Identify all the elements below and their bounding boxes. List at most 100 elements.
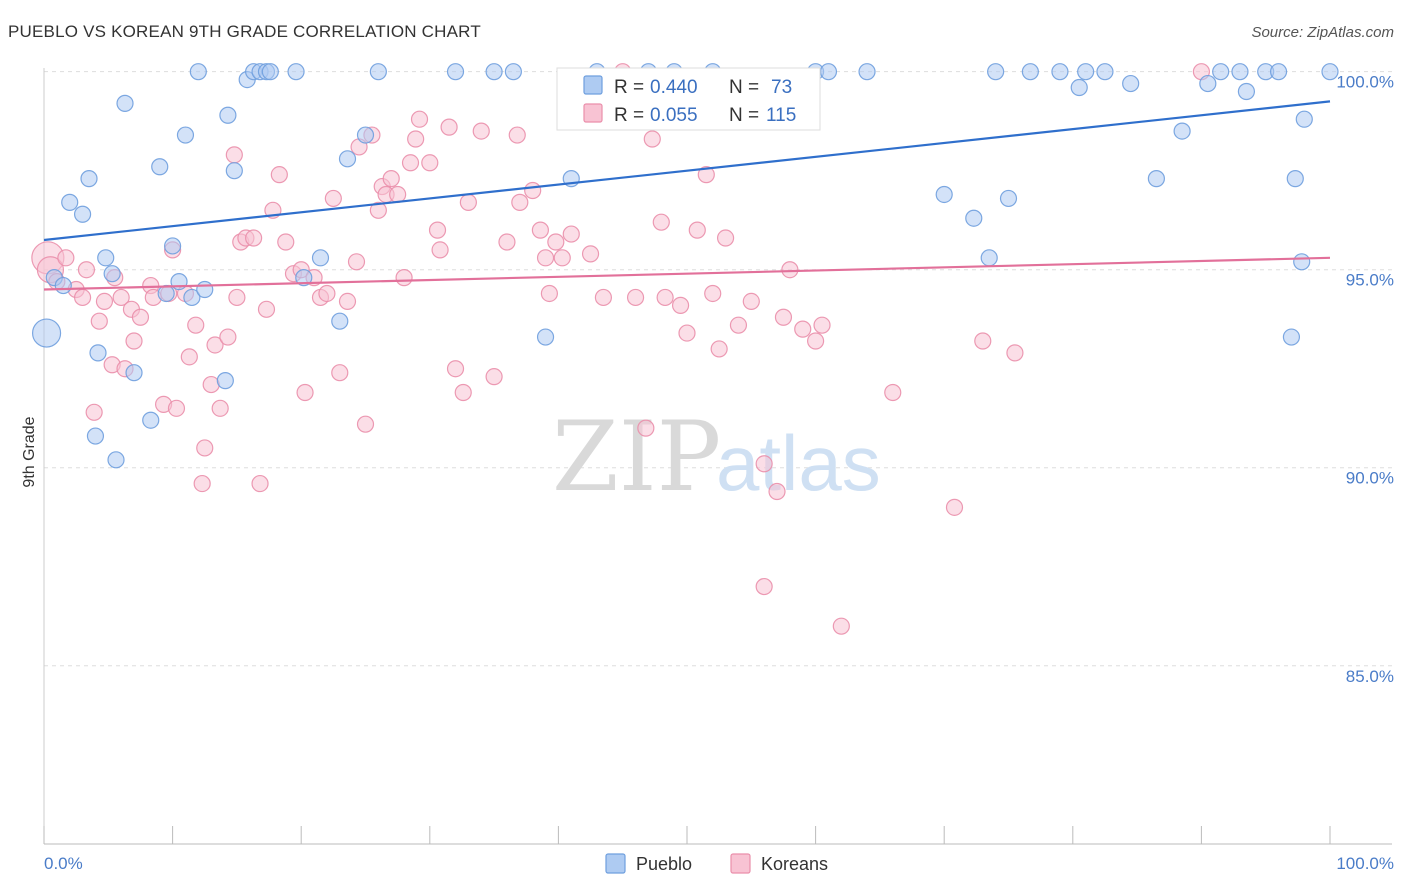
- koreans-point: [401, 154, 420, 172]
- koreans-point: [974, 332, 992, 350]
- pueblo-point: [1282, 328, 1301, 346]
- koreans-trend-line: [43, 256, 1331, 291]
- pueblo-point: [287, 63, 305, 81]
- koreans-point: [697, 166, 715, 184]
- koreans-point: [180, 348, 198, 366]
- koreans-point: [431, 241, 449, 259]
- koreans-point: [511, 193, 529, 211]
- koreans-point: [277, 233, 295, 251]
- koreans-point: [225, 146, 243, 164]
- koreans-point: [742, 292, 760, 310]
- koreans-point: [57, 249, 75, 267]
- koreans-point: [440, 118, 458, 136]
- koreans-point: [710, 340, 728, 358]
- koreans-point: [90, 312, 108, 330]
- koreans-point: [704, 284, 722, 303]
- pueblo-point: [1122, 74, 1140, 93]
- koreans-point: [206, 336, 224, 354]
- pueblo-point: [935, 185, 953, 204]
- pueblo-point: [356, 126, 375, 144]
- koreans-point: [459, 193, 477, 211]
- koreans-point: [884, 383, 902, 402]
- pueblo-point: [980, 249, 998, 267]
- pueblo-point: [1286, 170, 1304, 188]
- koreans-point: [768, 482, 786, 501]
- pueblo-point: [31, 318, 62, 348]
- source-label: Source: ZipAtlas.com: [1251, 24, 1394, 41]
- koreans-point: [324, 189, 342, 208]
- koreans-point: [781, 261, 799, 279]
- koreans-point: [656, 288, 674, 307]
- koreans-point: [331, 364, 349, 382]
- koreans-point: [652, 213, 670, 231]
- pueblo-trend-line: [43, 100, 1331, 242]
- koreans-point: [219, 328, 237, 346]
- koreans-point: [347, 253, 366, 271]
- koreans-point: [112, 288, 130, 307]
- pueblo-point: [485, 63, 503, 81]
- koreans-point: [794, 320, 812, 338]
- watermark: ZIP atlas: [552, 401, 881, 513]
- koreans-point: [338, 292, 357, 310]
- koreans-point: [270, 166, 288, 184]
- pueblo-point: [86, 427, 105, 445]
- bottom-legend-swatch-koreans: [730, 853, 751, 874]
- pueblo-point: [999, 189, 1018, 208]
- bottom-legend: Pueblo Koreans: [605, 853, 828, 874]
- legend-n-value-koreans: 115: [766, 105, 796, 126]
- koreans-point: [678, 324, 696, 342]
- koreans-point: [716, 229, 735, 247]
- pueblo-point: [1173, 122, 1191, 140]
- koreans-point: [524, 181, 542, 200]
- koreans-point: [688, 221, 706, 239]
- grid-lines: [44, 71, 1392, 667]
- pueblo-point: [164, 237, 182, 255]
- pueblo-point: [225, 162, 243, 180]
- koreans-point: [407, 130, 425, 148]
- bottom-legend-pueblo: Pueblo: [636, 854, 692, 874]
- koreans-point: [389, 185, 407, 204]
- koreans-point: [553, 249, 571, 267]
- pueblo-point: [157, 284, 175, 303]
- koreans-point: [540, 284, 558, 303]
- pueblo-point: [1295, 110, 1313, 128]
- legend-r-label: R =: [614, 77, 644, 98]
- pueblo-point: [295, 269, 313, 287]
- koreans-point: [755, 577, 773, 596]
- legend-r-value-pueblo: 0.440: [650, 77, 698, 98]
- koreans-point: [472, 122, 490, 140]
- koreans-point: [202, 375, 220, 394]
- x-tick-labels: 0.0% 100.0%: [44, 854, 1394, 873]
- koreans-point: [85, 403, 103, 421]
- watermark-zip: ZIP: [552, 401, 721, 513]
- pueblo-point: [216, 372, 234, 390]
- koreans-point: [626, 288, 645, 307]
- koreans-point: [637, 419, 655, 437]
- pueblo-point: [73, 205, 92, 223]
- pueblo-point: [103, 265, 121, 283]
- pueblo-point: [536, 328, 555, 346]
- pueblo-point: [1231, 63, 1249, 81]
- koreans-point: [131, 308, 150, 326]
- pueblo-point: [1070, 78, 1088, 97]
- koreans-point: [454, 383, 472, 402]
- koreans-point: [536, 249, 555, 267]
- x-tick-label: 100.0%: [1336, 854, 1394, 873]
- koreans-point: [369, 201, 387, 219]
- koreans-point: [211, 399, 229, 417]
- koreans-point: [774, 308, 793, 326]
- koreans-point: [196, 439, 214, 457]
- pueblo-point: [1237, 82, 1256, 101]
- koreans-point: [498, 233, 516, 251]
- y-tick-label: 85.0%: [1346, 667, 1394, 686]
- pueblo-point: [1021, 63, 1039, 81]
- pueblo-point: [1269, 63, 1288, 81]
- pueblo-point: [1212, 63, 1230, 81]
- pueblo-point: [54, 276, 72, 295]
- pueblo-point: [1199, 74, 1217, 93]
- koreans-point: [446, 360, 465, 378]
- koreans-point: [729, 316, 748, 334]
- koreans-point: [581, 245, 600, 263]
- koreans-point: [813, 316, 831, 334]
